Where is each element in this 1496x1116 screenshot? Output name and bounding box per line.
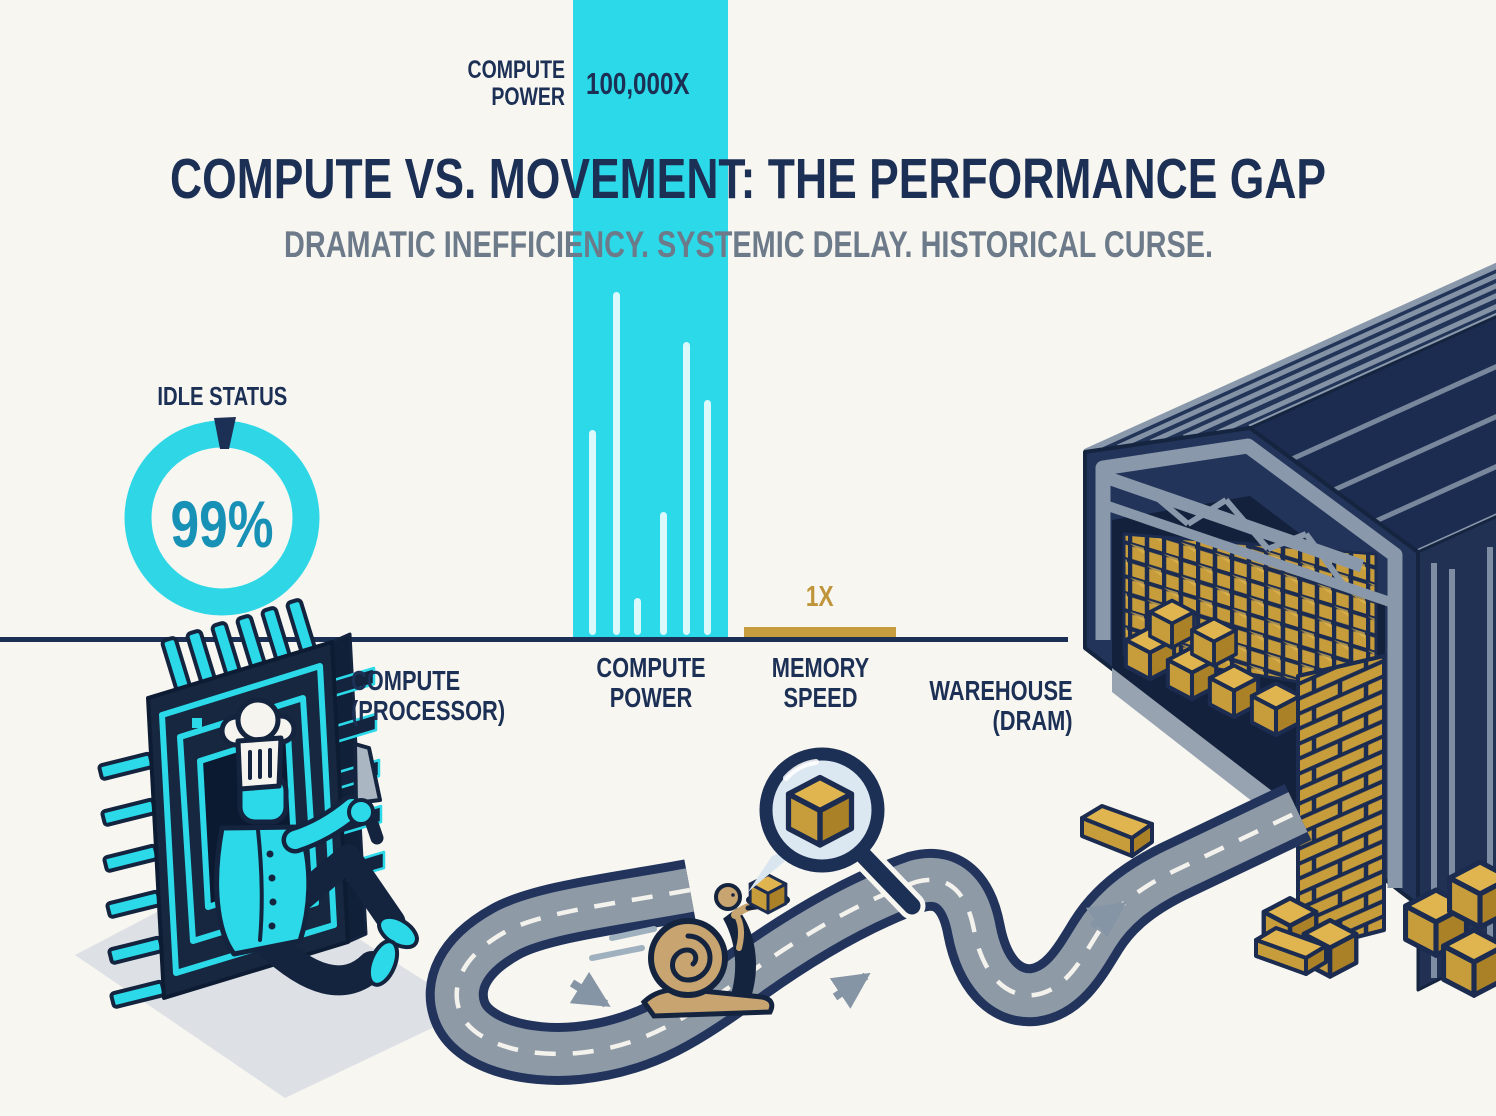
memory-road <box>425 784 1312 1085</box>
scattered-boxes <box>1080 804 1496 995</box>
compute-power-category-label: COMPUTE POWER <box>551 652 751 714</box>
data-package-cube <box>748 873 788 915</box>
arrow-icon <box>1085 901 1127 939</box>
snail-courier-illustration <box>589 873 790 1019</box>
processor-label-line1: COMPUTE <box>351 665 461 696</box>
magnified-cube <box>789 778 852 846</box>
warehouse-door-frame <box>1095 438 1403 888</box>
courier-head <box>714 883 742 911</box>
speed-lines <box>589 926 657 961</box>
knife-icon <box>353 742 382 805</box>
magnifier-illustration <box>748 747 926 920</box>
memory-bar-value: 1X <box>806 581 834 613</box>
processor-label-line2: (PROCESSOR) <box>351 695 506 727</box>
compute-bar-value: 100,000X <box>586 66 690 101</box>
chip-pins-top <box>160 598 317 692</box>
arrow-icon <box>829 972 871 1009</box>
compute-power-line1: COMPUTE <box>596 652 706 683</box>
warehouse-label-line1: WAREHOUSE <box>929 675 1073 706</box>
chef-illustration <box>214 697 419 996</box>
chef-shoe <box>366 939 400 987</box>
memory-speed-bar <box>744 627 896 638</box>
warehouse-label: WAREHOUSE (DRAM) <box>873 675 1073 737</box>
memory-speed-line1: MEMORY <box>771 652 869 683</box>
gold-brick <box>1080 804 1154 858</box>
box-stack-tall <box>1296 654 1386 954</box>
idle-status-label: IDLE STATUS <box>157 381 287 411</box>
compute-bar-label-line2: POWER <box>491 82 565 111</box>
memory-speed-category-label: MEMORY SPEED <box>720 652 920 714</box>
baseline-axis <box>0 637 1068 642</box>
arrow-icon <box>569 971 611 1008</box>
warehouse-illustration <box>1083 262 1496 992</box>
compute-bar-label-line1: COMPUTE <box>467 56 566 84</box>
compute-power-line2: POWER <box>609 682 693 714</box>
processor-label: COMPUTE (PROCESSOR) <box>351 665 549 727</box>
chef-buttons <box>266 850 277 930</box>
compute-bar-axis-label: COMPUTE POWER <box>440 56 566 111</box>
idle-percent-value: 99% <box>170 487 274 561</box>
donut-notch <box>214 417 236 449</box>
magnifier-handle <box>855 847 921 915</box>
speed-streaks <box>589 292 711 635</box>
memory-speed-line2: SPEED <box>782 682 858 714</box>
flow-arrows <box>569 901 1127 1009</box>
page-subtitle: DRAMATIC INEFFICIENCY. SYSTEMIC DELAY. H… <box>283 224 1213 265</box>
warehouse-label-line2: (DRAM) <box>992 705 1073 737</box>
road-center-line <box>454 809 1299 1057</box>
compute-power-bar <box>573 0 728 640</box>
idle-donut-gauge <box>124 417 320 616</box>
page-title: COMPUTE VS. MOVEMENT: THE PERFORMANCE GA… <box>169 147 1327 211</box>
snail-shell <box>648 918 728 998</box>
warehouse-truss <box>1105 471 1392 607</box>
